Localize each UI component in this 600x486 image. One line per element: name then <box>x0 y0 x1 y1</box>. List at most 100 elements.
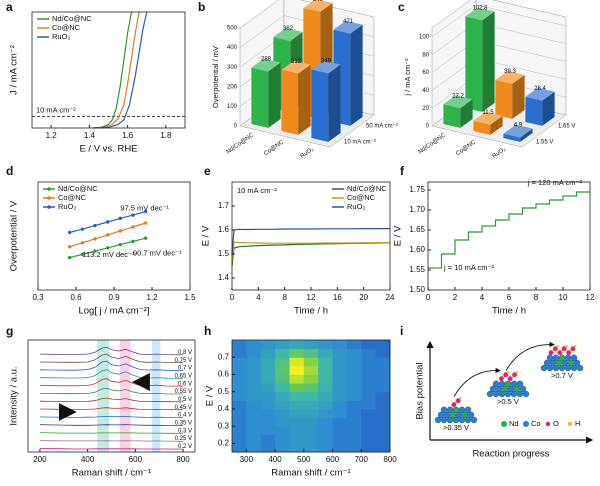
heat-cell <box>232 417 247 427</box>
heat-cell <box>289 443 305 453</box>
stage-arrow <box>505 341 555 371</box>
data-point <box>118 242 123 247</box>
bar <box>251 67 269 128</box>
heat-cell <box>361 400 377 410</box>
adsorbate-h <box>459 397 462 400</box>
heat-cell <box>246 357 262 367</box>
heat-cell <box>232 357 247 367</box>
atom <box>516 380 524 387</box>
heat-cell <box>289 391 305 401</box>
heat-cell <box>232 340 247 350</box>
heat-cell <box>260 340 276 350</box>
atom <box>519 385 527 393</box>
heat-cell <box>318 348 334 358</box>
heat-cell <box>260 417 276 427</box>
x-tick-label: 1.8 <box>160 131 172 140</box>
category-label: RuO₂ <box>300 146 316 160</box>
heat-cell <box>275 443 290 453</box>
bar-side <box>328 64 341 142</box>
heat-cell <box>232 400 247 410</box>
heat-cell <box>246 400 262 410</box>
x-tick-label: 1.2 <box>146 293 158 302</box>
y-tick-label: 400 <box>227 45 238 51</box>
heat-cell <box>275 408 290 419</box>
bar-top <box>251 58 281 72</box>
heat-cell <box>361 434 377 444</box>
data-point <box>67 255 72 260</box>
value-label: 11.5 <box>482 110 494 116</box>
spectrum <box>39 353 184 364</box>
end-label: j = 120 mA cm⁻² <box>527 178 583 187</box>
heat-cell <box>318 391 334 401</box>
data-point <box>131 239 135 244</box>
heat-cell <box>303 357 319 367</box>
atom <box>564 354 572 361</box>
heat-cell <box>361 340 377 350</box>
data-point <box>93 223 97 228</box>
reference-label: 10 mA cm⁻² <box>36 105 76 114</box>
heat-cell <box>260 434 276 444</box>
panel-label: h <box>204 324 211 338</box>
stage-label: >0.7 V <box>551 371 573 380</box>
category-label: Nd/Co@NC <box>226 132 256 156</box>
series-line <box>231 242 391 267</box>
heat-cell <box>289 400 305 410</box>
legend-label: RuO₂ <box>58 202 76 211</box>
spectrum <box>39 387 184 395</box>
x-tick-label: 4 <box>256 293 261 302</box>
atom <box>467 411 475 419</box>
data-point <box>93 249 97 253</box>
x-tick-label: 12 <box>307 293 316 302</box>
legend-label: Nd/Co@NC <box>52 14 92 23</box>
heat-cell <box>375 400 391 410</box>
bar-top <box>495 71 525 84</box>
heat-cell <box>232 426 247 436</box>
heat-cell <box>332 443 348 453</box>
spectrum <box>39 360 184 371</box>
heat-cell <box>346 434 362 444</box>
x-tick-label: 20 <box>359 293 368 302</box>
heat-cell <box>289 340 305 350</box>
category-label: Nd/Co@NC <box>418 132 448 156</box>
data-point <box>105 246 110 250</box>
y-axis-label: Bias potential <box>415 362 426 419</box>
voltage-label: 0.35 V <box>175 421 192 427</box>
heat-cell <box>361 426 377 436</box>
value-label: 312 <box>291 59 302 65</box>
legend-label: Co <box>531 419 541 428</box>
heat-cell <box>275 383 290 393</box>
heat-cell <box>318 408 334 419</box>
x-tick-label: 0.9 <box>108 293 120 302</box>
legend-label: RuO₂ <box>347 202 365 211</box>
adsorbate-o <box>451 402 457 408</box>
atom <box>573 359 581 367</box>
y-tick-label: 200 <box>227 84 238 90</box>
y-axis-label: E / V <box>201 225 212 246</box>
heat-cell <box>375 426 391 436</box>
value-label: 288 <box>261 57 272 63</box>
data-point <box>143 221 148 225</box>
y-tick-label: 0.3 <box>218 421 230 430</box>
heat-cell <box>275 400 290 410</box>
atom <box>552 354 560 361</box>
heat-cell <box>332 374 348 384</box>
heat-cell <box>232 408 247 419</box>
bar <box>465 16 483 112</box>
spectrum <box>39 432 184 434</box>
heat-cell <box>246 340 262 350</box>
slope-label: 113.2 mV dec⁻¹ <box>82 250 135 259</box>
x-tick-label: 1.6 <box>122 131 134 140</box>
note: 10 mA cm⁻² <box>237 186 277 195</box>
series-label: 10 mA cm⁻² <box>344 140 376 146</box>
bar-top <box>311 60 341 74</box>
heat-cell <box>332 357 348 367</box>
plot-frame <box>427 181 591 291</box>
adsorbate-o <box>553 346 558 352</box>
heat-cell <box>361 391 377 401</box>
heat-cell <box>289 374 305 384</box>
heat-cell <box>246 434 262 444</box>
stage-arrow <box>453 367 501 397</box>
bar <box>525 96 543 126</box>
value-label: 4.9 <box>514 123 523 129</box>
heat-cell <box>303 391 319 401</box>
